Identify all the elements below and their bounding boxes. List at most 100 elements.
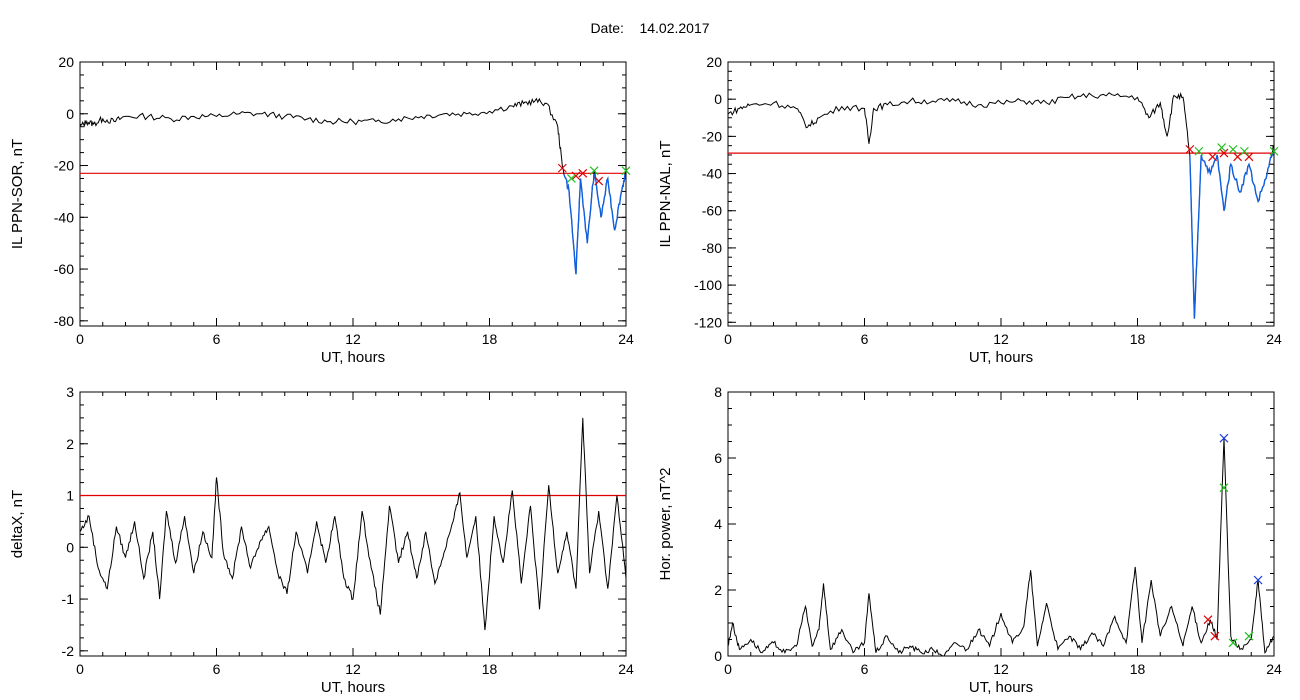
marker-red — [1219, 148, 1229, 158]
y-tick-label: -100 — [694, 277, 722, 293]
marker-red — [1233, 152, 1243, 162]
x-tick-label: 12 — [993, 661, 1009, 677]
x-tick-label: 0 — [724, 331, 732, 347]
marker-stroke — [1228, 638, 1238, 648]
y-axis-title: IL PPN-SOR, nT — [9, 139, 26, 249]
y-tick-label: 0 — [66, 539, 74, 555]
chart-power: 0 6 12 18 24 8 6 4 2 0 UT, hours Hor. power, nT^2 — [657, 384, 1282, 696]
y-tick-label: 0 — [66, 106, 74, 122]
marker-stroke — [1244, 152, 1254, 162]
marker-green — [1244, 631, 1254, 641]
marker-stroke — [1210, 631, 1220, 641]
y-tick-label: 1 — [66, 488, 74, 504]
series-line — [727, 91, 1275, 319]
marker-blue — [1219, 433, 1229, 443]
y-tick-label: 20 — [58, 54, 74, 70]
marker-green — [1219, 483, 1229, 493]
y-tick-label: -60 — [54, 261, 74, 277]
y-tick-label: -60 — [702, 203, 722, 219]
y-axis-title: deltaX, nT — [9, 490, 26, 558]
y-tick-label: -20 — [702, 128, 722, 144]
series-line — [79, 417, 627, 631]
x-tick-label: 12 — [345, 331, 361, 347]
x-tick-label: 18 — [1130, 331, 1146, 347]
x-tick-label: 24 — [1266, 331, 1282, 347]
marker-green — [1228, 144, 1238, 154]
marker-stroke — [589, 166, 599, 176]
active-segment-line — [1189, 153, 1273, 319]
y-tick-label: 0 — [714, 91, 722, 107]
plot-frame — [79, 391, 627, 657]
x-tick-label: 12 — [993, 331, 1009, 347]
y-tick-label: -120 — [694, 314, 722, 330]
marker-green — [1269, 146, 1279, 156]
marker-stroke — [571, 171, 581, 181]
x-tick-label: 6 — [861, 661, 869, 677]
marker-stroke — [1203, 615, 1213, 625]
marker-stroke — [1233, 152, 1243, 162]
marker-stroke — [1244, 631, 1254, 641]
marker-stroke — [594, 176, 604, 186]
marker-stroke — [1185, 144, 1195, 154]
marker-red — [578, 168, 588, 178]
x-tick-label: 6 — [213, 661, 221, 677]
x-axis-title: UT, hours — [321, 679, 385, 696]
marker-red — [1208, 152, 1217, 162]
marker-stroke — [1217, 143, 1227, 152]
chart-deltax: 0 6 12 18 24 3 2 1 0 -1 -2 UT, hours deltaX, nT — [9, 384, 634, 696]
marker-stroke — [1269, 146, 1279, 156]
chart-nal: 0 6 12 18 24 20 0 -20 -40 -60 -80 -100 -120 UT, hours… — [657, 54, 1282, 366]
x-axis-title: UT, hours — [969, 349, 1033, 366]
marker-green — [1194, 146, 1204, 156]
marker-stroke — [557, 163, 567, 173]
marker-green — [566, 174, 576, 183]
marker-stroke — [1208, 152, 1217, 162]
y-tick-label: -80 — [54, 313, 74, 329]
marker-blue — [1253, 575, 1263, 585]
marker-green — [621, 166, 631, 176]
marker-stroke — [1240, 146, 1249, 156]
marker-red — [1244, 152, 1254, 162]
x-tick-label: 18 — [482, 331, 498, 347]
x-tick-label: 24 — [618, 331, 634, 347]
marker-green — [1240, 146, 1249, 156]
y-tick-label: 8 — [714, 384, 722, 400]
y-tick-label: 4 — [714, 516, 722, 532]
x-tick-label: 6 — [213, 331, 221, 347]
y-tick-label: 0 — [714, 648, 722, 664]
y-tick-label: 2 — [714, 582, 722, 598]
date-label: Date: — [590, 20, 624, 36]
series-line — [727, 438, 1275, 657]
y-axis-title: Hor. power, nT^2 — [657, 468, 674, 581]
x-tick-label: 0 — [76, 661, 84, 677]
x-tick-label: 18 — [482, 661, 498, 677]
date-value: 14.02.2017 — [639, 20, 710, 36]
marker-green — [1228, 638, 1238, 648]
marker-red — [557, 163, 567, 173]
x-tick-label: 6 — [861, 331, 869, 347]
marker-stroke — [621, 166, 631, 176]
y-tick-label: -2 — [62, 643, 75, 659]
y-tick-label: -20 — [54, 158, 74, 174]
plot-frame — [727, 391, 1275, 657]
marker-stroke — [1228, 144, 1238, 154]
x-tick-label: 24 — [618, 661, 634, 677]
y-tick-label: -40 — [702, 166, 722, 182]
chart-sor: 0 6 12 18 24 20 0 -20 -40 -60 -80 UT, hours IL PPN-S… — [9, 54, 634, 366]
marker-stroke — [1194, 146, 1204, 156]
marker-stroke — [566, 174, 576, 183]
marker-red — [1210, 631, 1220, 641]
x-axis-title: UT, hours — [321, 349, 385, 366]
marker-red — [1203, 615, 1213, 625]
y-tick-label: -80 — [702, 240, 722, 256]
marker-green — [1217, 143, 1227, 152]
x-tick-label: 0 — [76, 331, 84, 347]
marker-red — [1185, 144, 1195, 154]
y-axis-title: IL PPN-NAL, nT — [657, 141, 674, 248]
x-tick-label: 12 — [345, 661, 361, 677]
marker-stroke — [1219, 433, 1229, 443]
active-segment-line — [563, 173, 626, 275]
y-tick-label: 6 — [714, 450, 722, 466]
marker-red — [571, 171, 581, 181]
